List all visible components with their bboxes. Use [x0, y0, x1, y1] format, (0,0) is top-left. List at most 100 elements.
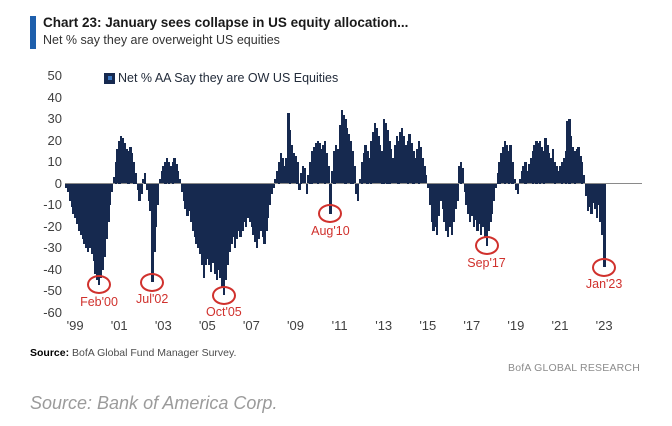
bar [123, 142, 127, 184]
source-note: Source: BofA Global Fund Manager Survey. [30, 347, 236, 359]
y-tick-label: -20 [43, 218, 62, 234]
bar [224, 183, 228, 281]
bar [368, 157, 371, 184]
bar [476, 183, 479, 231]
bar [287, 112, 290, 184]
bar [360, 162, 364, 184]
bar [120, 136, 123, 184]
bar [496, 172, 499, 184]
bar [533, 144, 536, 184]
bar [579, 155, 582, 184]
bar [276, 170, 279, 184]
bar [564, 151, 567, 184]
bar [415, 149, 419, 184]
bar [254, 183, 257, 242]
bar [68, 183, 72, 201]
bar [88, 183, 92, 248]
bar [577, 146, 580, 184]
bar [296, 162, 299, 184]
y-tick-label: -30 [43, 240, 62, 255]
bar [129, 146, 132, 184]
bar [87, 183, 90, 253]
x-tick-label: '09 [287, 318, 304, 333]
bar [404, 144, 408, 184]
bar [568, 119, 571, 184]
bar [189, 183, 193, 223]
zero-axis-line [65, 183, 642, 184]
bar [515, 183, 518, 190]
annotation-circle [87, 275, 111, 295]
bar [327, 166, 331, 184]
source-note-label: Source: [30, 347, 70, 359]
bar [586, 183, 589, 212]
bar [169, 166, 173, 184]
bar [571, 146, 575, 184]
bar [450, 183, 454, 236]
bar [116, 149, 119, 184]
bar [70, 183, 73, 208]
annotation-label: Oct'05 [206, 305, 242, 320]
bar [136, 183, 139, 190]
annotation-circle [592, 257, 617, 277]
bar [195, 183, 198, 244]
chart-header: Chart 23: January sees collapse in US eq… [30, 14, 408, 49]
bar [272, 183, 275, 188]
bar [101, 183, 105, 270]
bar [283, 166, 286, 184]
bar [423, 166, 426, 184]
bar [320, 149, 323, 184]
bar [566, 121, 569, 184]
title-text-group: Chart 23: January sees collapse in US eq… [43, 14, 408, 49]
bar [430, 183, 433, 223]
research-credit: BofA GLOBAL RESEARCH [508, 362, 640, 374]
bar [364, 144, 367, 184]
bar [588, 183, 591, 208]
bar [261, 183, 264, 238]
bar [347, 134, 351, 184]
bar [300, 172, 303, 184]
bar [259, 183, 263, 231]
bar [312, 146, 316, 184]
bar [314, 142, 318, 184]
bar [121, 138, 125, 184]
bar [279, 153, 283, 184]
annotation-label: Jan'23 [585, 277, 623, 292]
annotation-circle [474, 236, 499, 256]
bar [263, 183, 266, 244]
bar [199, 183, 202, 255]
bar [551, 149, 555, 184]
bar [98, 183, 101, 285]
bar [250, 183, 253, 227]
annotation-circle [211, 285, 236, 305]
bar [498, 162, 501, 184]
bar [92, 183, 95, 261]
bar [193, 183, 196, 238]
bar [239, 183, 242, 238]
y-tick-label: 40 [47, 89, 62, 105]
legend-series-marker-icon [104, 72, 115, 84]
bar [76, 183, 79, 225]
bar [458, 166, 461, 184]
bar [270, 183, 274, 195]
bar [81, 183, 84, 240]
bar [511, 162, 514, 184]
bar [481, 183, 485, 227]
bar [228, 183, 231, 253]
bar [544, 138, 547, 184]
bar [382, 119, 386, 184]
bar [538, 140, 542, 184]
bar [452, 183, 455, 223]
title-accent-bar [30, 16, 36, 49]
bar [219, 183, 222, 279]
bar [182, 183, 185, 201]
bar [162, 166, 165, 184]
bar [331, 170, 334, 184]
bar [298, 183, 301, 190]
bar [294, 155, 297, 184]
bar [290, 144, 294, 184]
bar [180, 183, 184, 193]
chart-subtitle: Net % say they are overweight US equitie… [43, 33, 280, 47]
x-tick-label: '15 [419, 318, 437, 333]
bar [445, 183, 448, 231]
